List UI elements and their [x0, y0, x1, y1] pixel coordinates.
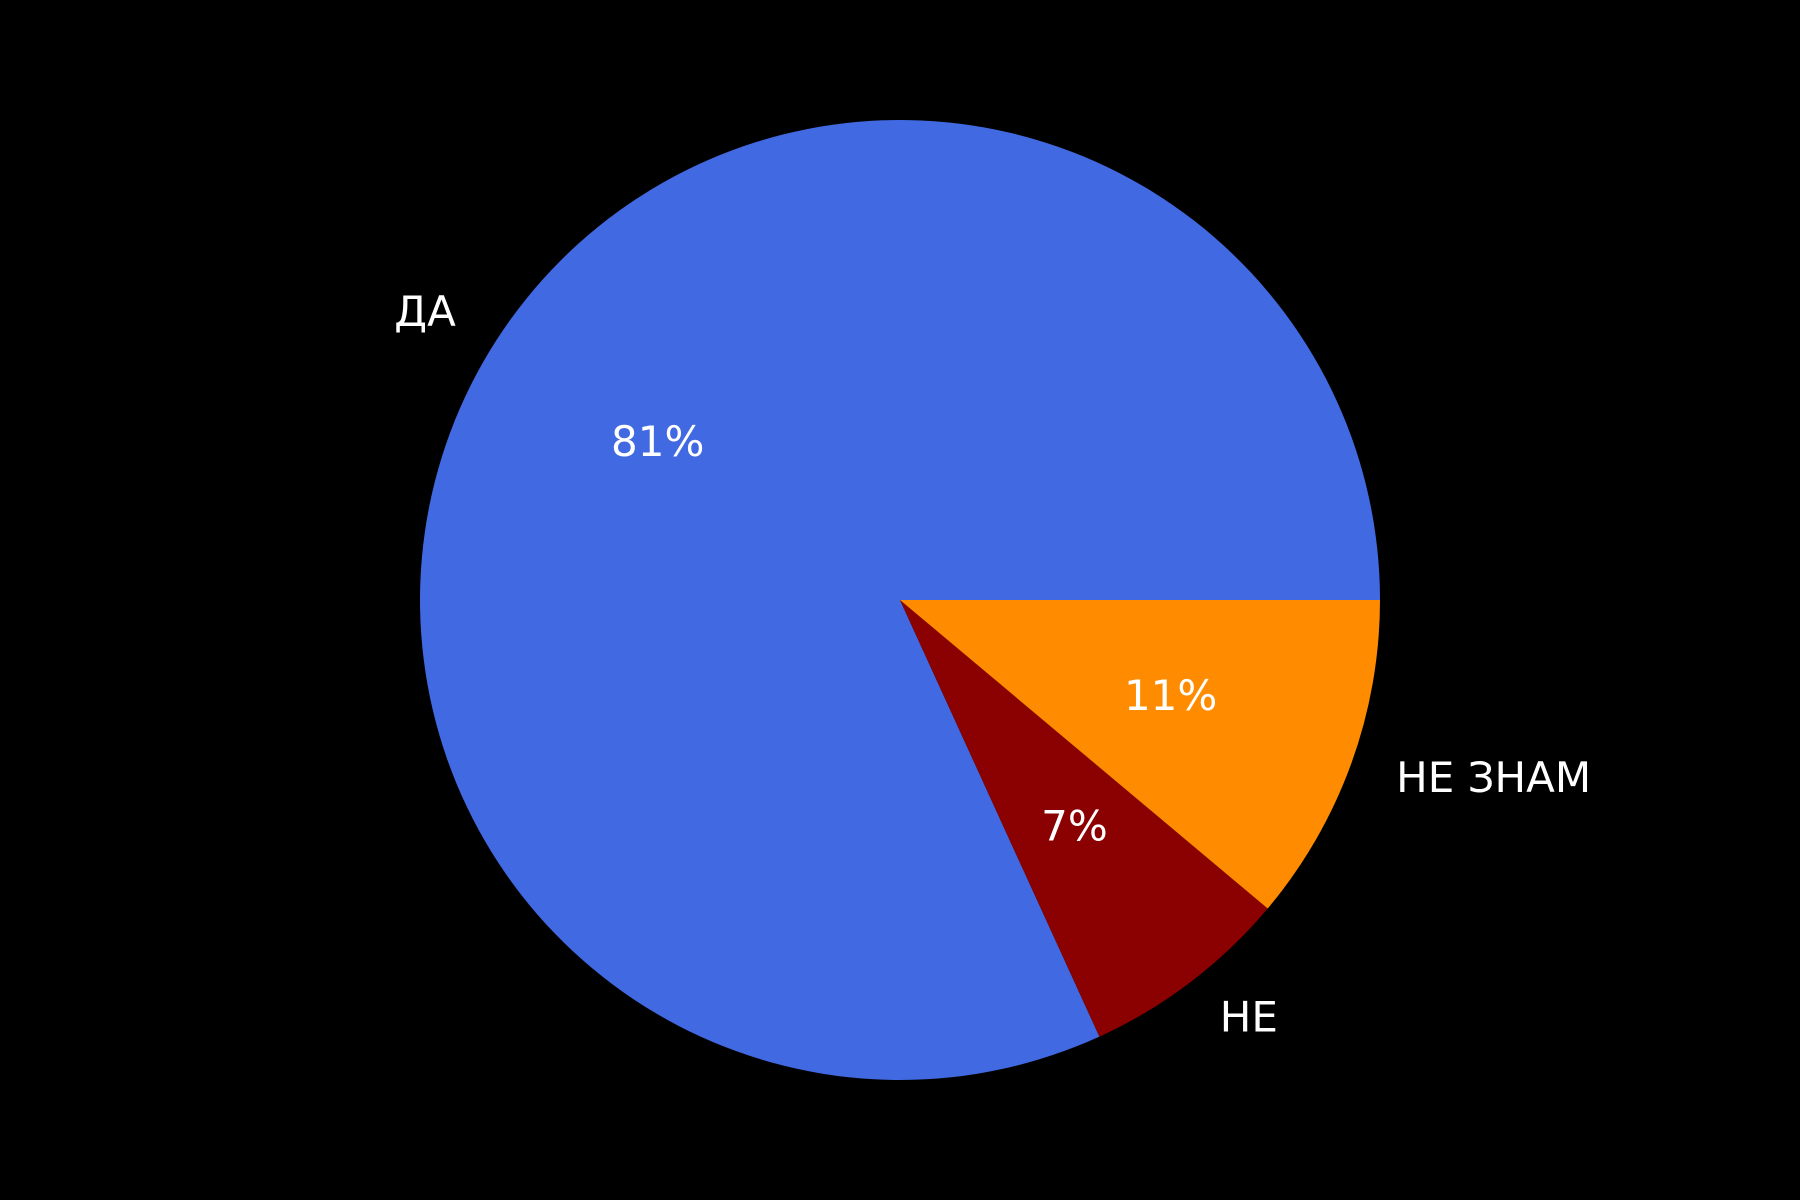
pie-slice-3: [900, 600, 1380, 909]
slice-percent-label: 11%: [1124, 671, 1217, 720]
slice-category-label: ДА: [394, 287, 456, 336]
slice-category-label: НЕ: [1220, 993, 1278, 1042]
pie-slice-2: [900, 600, 1268, 1037]
slice-percent-label: 7%: [1041, 802, 1108, 851]
pie-labels: ДА 81% НЕ 7% НЕ ЗНАМ 11%: [394, 287, 1591, 1042]
slice-category-label: НЕ ЗНАМ: [1396, 753, 1591, 802]
slice-percent-label: 81%: [611, 417, 704, 466]
pie-slices: [420, 119, 1380, 1081]
